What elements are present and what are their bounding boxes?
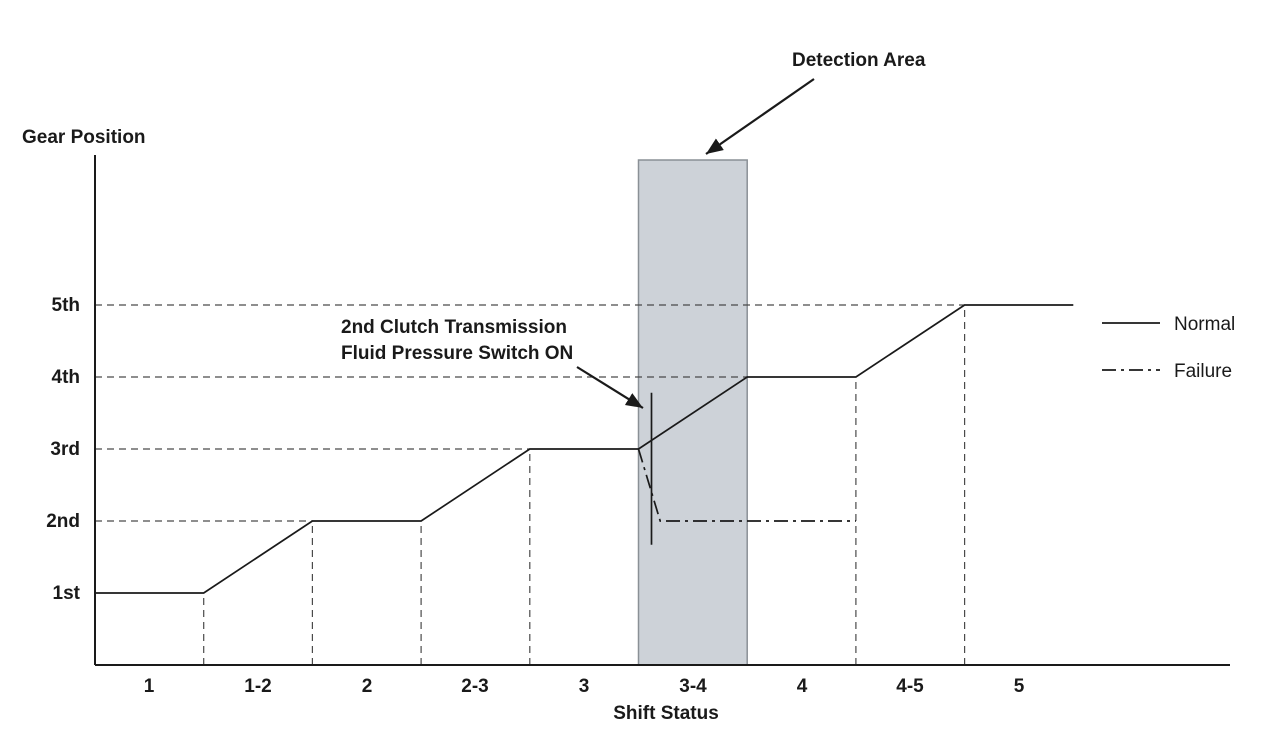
y-tick-2nd: 2nd bbox=[46, 511, 80, 532]
y-tick-5th: 5th bbox=[52, 295, 81, 316]
x-tick-1-2: 1-2 bbox=[244, 676, 271, 697]
detection-area-label: Detection Area bbox=[792, 50, 926, 71]
switch-annotation-line1: 2nd Clutch Transmission bbox=[341, 317, 567, 338]
x-axis-title: Shift Status bbox=[613, 703, 719, 724]
x-tick-1: 1 bbox=[144, 676, 155, 697]
x-tick-4-5: 4-5 bbox=[896, 676, 924, 697]
x-tick-4: 4 bbox=[797, 676, 808, 697]
series-normal-line bbox=[95, 304, 1074, 594]
y-axis-title: Gear Position bbox=[22, 127, 146, 148]
y-tick-3rd: 3rd bbox=[50, 439, 80, 460]
x-tick-3: 3 bbox=[579, 676, 590, 697]
legend-normal-label: Normal bbox=[1174, 314, 1235, 335]
x-tick-2: 2 bbox=[362, 676, 373, 697]
y-tick-1st: 1st bbox=[53, 583, 81, 604]
chart-geometry bbox=[94, 155, 1230, 666]
x-tick-5: 5 bbox=[1014, 676, 1025, 697]
y-tick-4th: 4th bbox=[52, 367, 81, 388]
switch-annotation-line2: Fluid Pressure Switch ON bbox=[341, 343, 573, 364]
switch-annotation-arrow bbox=[576, 366, 644, 409]
x-tick-3-4: 3-4 bbox=[679, 676, 707, 697]
x-tick-2-3: 2-3 bbox=[461, 676, 488, 697]
legend-failure-label: Failure bbox=[1174, 361, 1232, 382]
detection-area-arrow bbox=[705, 78, 815, 155]
series-failure-line bbox=[637, 448, 856, 522]
